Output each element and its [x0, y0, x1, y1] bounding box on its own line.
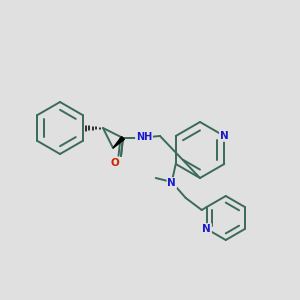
Polygon shape	[113, 136, 124, 148]
Text: N: N	[202, 224, 211, 234]
Text: N: N	[220, 131, 229, 141]
Text: O: O	[111, 158, 119, 168]
Text: N: N	[167, 178, 176, 188]
Text: NH: NH	[136, 132, 152, 142]
